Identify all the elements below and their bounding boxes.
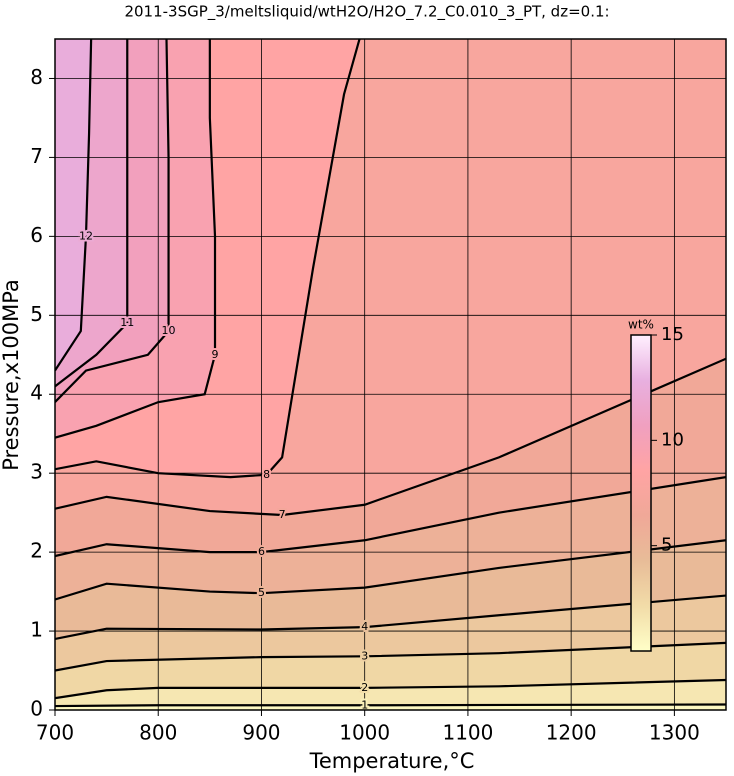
y-tick-label: 2	[30, 539, 43, 563]
colorbar	[630, 334, 652, 652]
contour-label: 8	[263, 468, 270, 481]
y-tick-label: 8	[30, 65, 43, 89]
y-tick-label: 0	[30, 697, 43, 721]
y-tick-label: 6	[30, 223, 43, 247]
contour-line	[55, 476, 726, 558]
y-axis-label: Pressure,x100MPa	[0, 279, 23, 471]
x-tick-label: 900	[242, 721, 280, 745]
y-tick-label: 1	[30, 618, 43, 642]
x-tick-label: 700	[36, 721, 74, 745]
colorbar-tick-label: 5	[661, 535, 672, 556]
contour-line	[55, 539, 726, 601]
x-tick-label: 1100	[442, 721, 493, 745]
contour-line	[55, 39, 217, 439]
contour-label: 7	[279, 508, 286, 521]
y-tick-label: 4	[30, 381, 43, 405]
contour-line	[55, 39, 93, 372]
x-tick-label: 1300	[649, 721, 700, 745]
contour-line	[55, 594, 726, 641]
contour-fill	[55, 680, 726, 710]
contour-line	[55, 678, 726, 700]
contour-label: 4	[361, 620, 368, 633]
x-axis-label: Temperature,°C	[309, 749, 475, 773]
contour-line	[55, 357, 726, 517]
plot-frame	[54, 38, 727, 711]
chart-title: 2011-3SGP_3/meltsliquid/wtH2O/H2O_7.2_C0…	[124, 3, 609, 22]
y-tick-label: 7	[30, 144, 43, 168]
colorbar-label: wt%	[628, 318, 654, 332]
y-tick-label: 3	[30, 460, 43, 484]
contour-line	[55, 39, 361, 479]
contour-label: 12	[79, 229, 93, 242]
x-tick-label: 800	[139, 721, 177, 745]
y-tick-label: 5	[30, 302, 43, 326]
x-tick-label: 1000	[339, 721, 390, 745]
contour-label: 3	[361, 649, 368, 662]
contour-label: 5	[258, 586, 265, 599]
contour-line	[55, 703, 726, 708]
contour-label: 6	[258, 545, 265, 558]
colorbar-tick-label: 10	[661, 429, 684, 450]
x-tick-label: 1200	[546, 721, 597, 745]
contour-line	[55, 39, 170, 403]
contour-line	[55, 641, 726, 672]
colorbar-tick-label: 15	[661, 324, 684, 345]
contour-label: 11	[120, 316, 134, 329]
contour-label: 2	[361, 681, 368, 694]
contour-label: 1	[361, 698, 368, 711]
contour-label: 10	[162, 324, 176, 337]
contour-label: 9	[212, 348, 219, 361]
contour-line	[55, 39, 129, 388]
